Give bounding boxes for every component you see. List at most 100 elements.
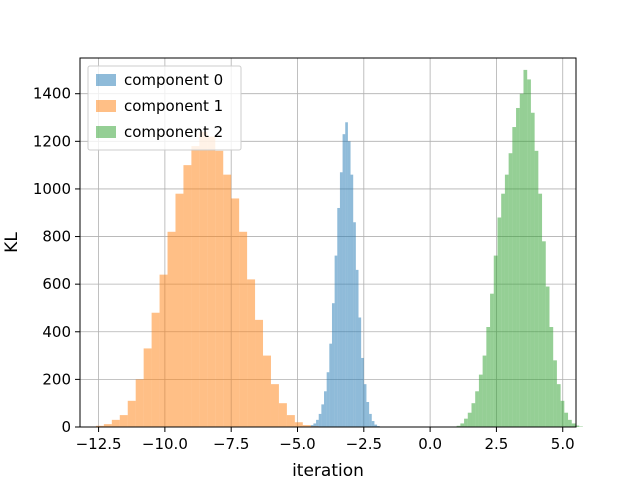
legend-entry-label: component 2	[124, 123, 223, 141]
histogram-bar-component-1	[143, 348, 152, 427]
histogram-bar-component-2	[556, 384, 561, 427]
histogram-bar-component-0	[371, 421, 375, 427]
y-axis-label: KL	[2, 232, 22, 253]
histogram-bar-component-2	[542, 241, 546, 427]
histogram-bars	[95, 69, 583, 428]
histogram-bar-component-0	[337, 207, 340, 427]
histogram-bar-component-2	[508, 153, 513, 427]
histogram-bar-component-1	[286, 415, 295, 427]
y-tick-label: 400	[42, 323, 71, 341]
histogram-bar-component-1	[207, 136, 216, 428]
histogram-bar-component-0	[313, 423, 317, 427]
histogram-bar-component-2	[568, 419, 572, 427]
y-tick-label: 1000	[33, 180, 71, 198]
histogram-bar-component-0	[339, 172, 343, 427]
histogram-bar-component-1	[302, 425, 311, 427]
histogram-bar-component-1	[167, 231, 176, 427]
legend-swatch	[96, 126, 116, 138]
histogram-bar-component-1	[270, 384, 279, 427]
histogram-bar-component-0	[374, 424, 378, 427]
histogram-bar-component-2	[467, 412, 472, 427]
histogram-bar-component-2	[456, 425, 461, 427]
histogram-bar-component-2	[501, 193, 505, 427]
histogram-bar-component-0	[334, 255, 338, 427]
legend-box	[87, 65, 242, 151]
histogram-bar-component-1	[103, 424, 112, 427]
histogram-bar-component-1	[127, 400, 136, 427]
histogram-bar-component-2	[460, 423, 465, 427]
x-tick-label: −12.5	[76, 435, 122, 453]
histogram-bar-component-1	[239, 231, 248, 427]
legend-swatch	[96, 74, 116, 86]
histogram-bar-component-1	[191, 146, 200, 428]
x-tick-label: −5.0	[279, 435, 315, 453]
x-axis-label: iteration	[292, 461, 364, 480]
histogram-bar-component-1	[215, 150, 224, 427]
histogram-bar-component-0	[318, 413, 322, 427]
histogram-bar-component-1	[119, 415, 128, 427]
histogram-bar-component-0	[326, 372, 330, 427]
histogram-bar-component-0	[355, 269, 359, 427]
histogram-bar-component-1	[255, 319, 264, 427]
histogram-bar-component-2	[519, 93, 524, 427]
histogram-bar-component-0	[345, 122, 348, 428]
histogram-bar-component-0	[363, 384, 367, 427]
histogram-bar-component-2	[553, 360, 557, 427]
legend-swatch	[96, 100, 116, 112]
y-tick-label: 1400	[33, 85, 71, 103]
histogram-bar-component-2	[504, 174, 509, 427]
legend: component 0 component 1 component 2	[87, 65, 242, 151]
histogram-bar-component-1	[223, 174, 232, 427]
histogram-bar-component-1	[151, 312, 160, 427]
histogram-bar-component-2	[564, 412, 569, 427]
histogram-bar-component-2	[549, 327, 554, 427]
histogram-bar-component-2	[534, 150, 539, 427]
histogram-bar-component-1	[111, 419, 120, 427]
histogram-bar-component-1	[199, 131, 208, 428]
histogram-bar-component-2	[575, 425, 580, 427]
histogram-bar-component-2	[512, 127, 517, 428]
histogram-bar-component-1	[294, 422, 303, 427]
histogram-bar-component-2	[486, 327, 491, 427]
histogram-bar-component-2	[497, 217, 502, 427]
histogram-bar-component-1	[247, 279, 256, 427]
histogram-bar-component-0	[331, 303, 335, 427]
y-tick-label: 200	[42, 370, 71, 388]
histogram-bar-component-0	[342, 134, 346, 427]
histogram-bar-component-0	[316, 419, 319, 427]
histogram-bar-component-0	[366, 402, 370, 427]
histogram-bar-component-0	[310, 425, 314, 427]
y-tick-label: 600	[42, 275, 71, 293]
x-tick-label: −10.0	[142, 435, 188, 453]
x-tick-label: 5.0	[551, 435, 575, 453]
x-axis-ticks: −12.5 −10.0 −7.5 −5.0 −2.5 0.0 2.5 5.0	[76, 427, 575, 453]
histogram-bar-component-1	[95, 425, 104, 427]
legend-entry-label: component 0	[124, 71, 223, 89]
histogram-bar-component-2	[523, 69, 528, 427]
x-tick-label: 2.5	[484, 435, 508, 453]
histogram-bar-component-1	[175, 193, 184, 427]
histogram-bar-component-1	[135, 379, 144, 427]
plot-frame	[79, 57, 577, 428]
histogram-bar-component-1	[183, 165, 192, 427]
histogram-bar-component-2	[471, 403, 476, 427]
histogram-bar-component-1	[159, 274, 168, 427]
y-axis-ticks: 0 200 400 600 800 1000 1200 1400	[33, 85, 80, 436]
x-tick-label: −7.5	[213, 435, 249, 453]
histogram-bar-component-2	[490, 293, 494, 427]
histogram-bar-component-0	[329, 343, 332, 427]
histogram-bar-component-0	[347, 141, 351, 428]
histogram-bar-component-0	[369, 413, 372, 427]
histogram-bar-component-0	[361, 357, 364, 427]
y-tick-label: 1200	[33, 132, 71, 150]
histogram-bar-component-2	[475, 391, 479, 427]
histogram-bar-component-2	[545, 286, 550, 427]
histogram-bar-component-2	[571, 423, 576, 427]
x-tick-label: 0.0	[418, 435, 442, 453]
histogram-bar-component-0	[353, 222, 356, 427]
histogram-bar-component-2	[482, 355, 487, 427]
x-tick-label: −2.5	[346, 435, 382, 453]
histogram-bar-component-2	[530, 112, 535, 428]
histogram-bar-component-1	[263, 355, 271, 427]
